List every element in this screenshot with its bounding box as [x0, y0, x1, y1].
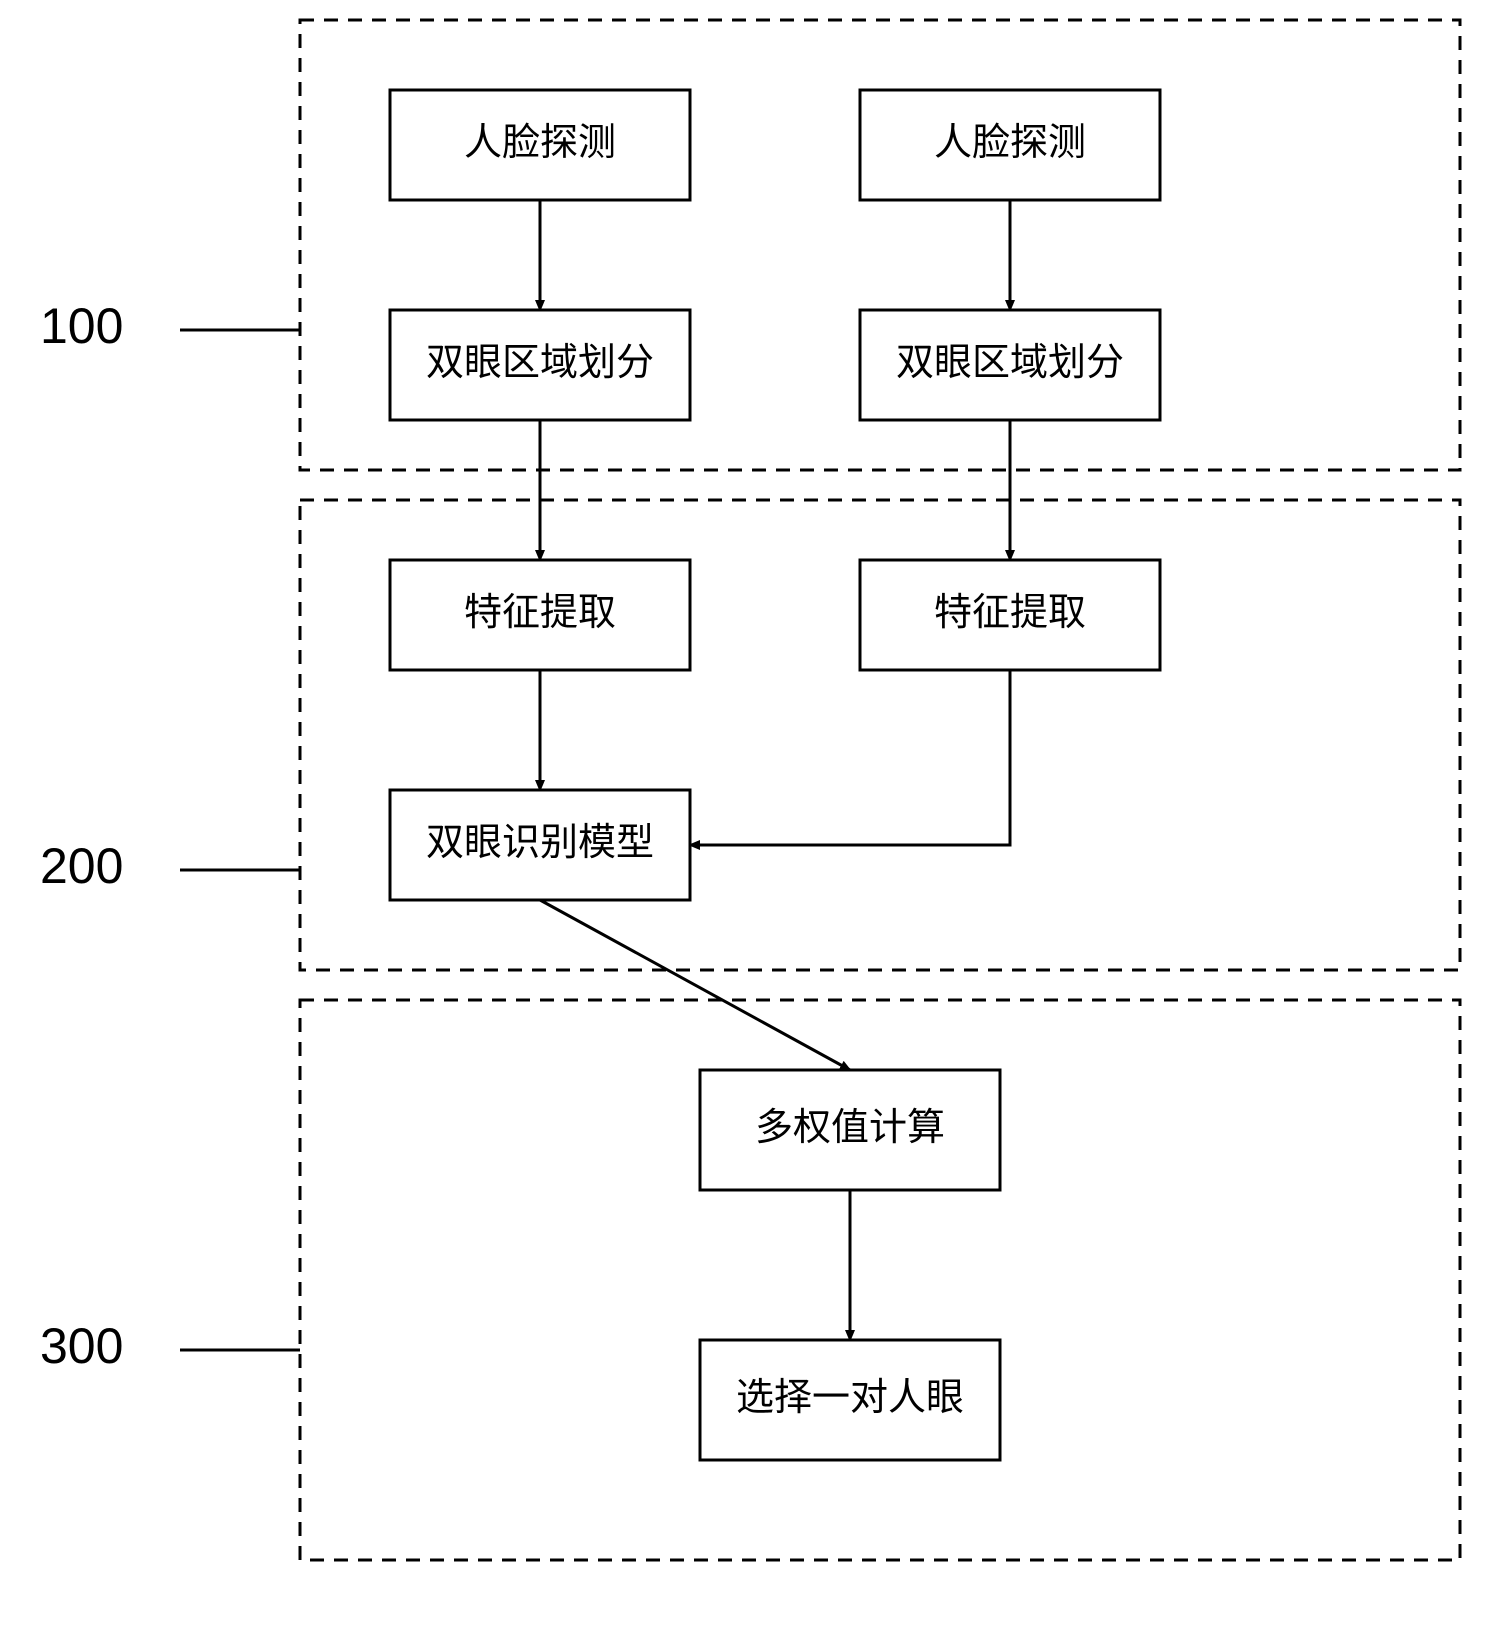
group-label: 200 — [40, 838, 123, 894]
flow-edge — [690, 670, 1010, 845]
flowchart-canvas: 人脸探测人脸探测双眼区域划分双眼区域划分特征提取特征提取双眼识别模型多权值计算选… — [0, 0, 1508, 1634]
flow-node-label: 双眼识别模型 — [426, 822, 654, 864]
flow-node-label: 双眼区域划分 — [896, 342, 1124, 384]
group-label: 300 — [40, 1318, 123, 1374]
flow-node-label: 人脸探测 — [934, 122, 1086, 164]
group-labels-layer: 100 200 300 — [40, 298, 300, 1374]
flow-node-label: 双眼区域划分 — [426, 342, 654, 384]
flow-node-label: 选择一对人眼 — [736, 1377, 964, 1419]
group-label: 100 — [40, 298, 123, 354]
flow-node-label: 人脸探测 — [464, 122, 616, 164]
flow-node-label: 特征提取 — [934, 592, 1086, 634]
flow-node-label: 多权值计算 — [755, 1107, 945, 1149]
flow-node-label: 特征提取 — [464, 592, 616, 634]
nodes-layer: 人脸探测人脸探测双眼区域划分双眼区域划分特征提取特征提取双眼识别模型多权值计算选… — [390, 90, 1160, 1460]
flow-edge — [540, 900, 850, 1070]
